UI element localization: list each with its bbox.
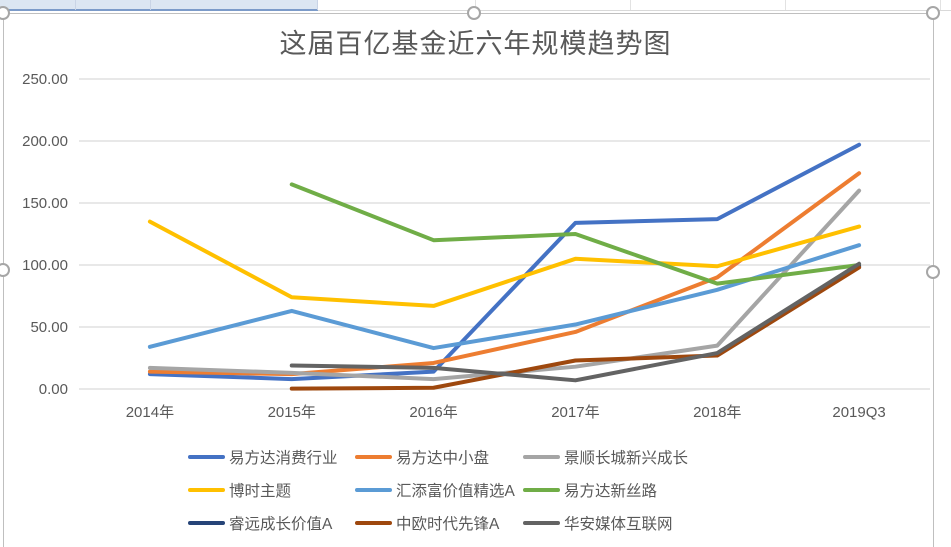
legend-label: 易方达新丝路: [564, 482, 658, 500]
x-axis-label: 2017年: [551, 404, 599, 421]
legend-label: 汇添富价值精选A: [396, 482, 515, 500]
x-axis-label: 2016年: [409, 404, 457, 421]
legend-line-swatch: [188, 520, 225, 525]
series-line-0: [147, 142, 862, 382]
series-line-7: [289, 265, 862, 391]
cell-border: [785, 0, 786, 10]
legend-item-6[interactable]: 睿远成长价值A: [188, 512, 355, 533]
y-axis-label: 250.00: [22, 71, 68, 88]
legend-item-5[interactable]: 易方达新丝路: [523, 479, 773, 500]
legend-label: 易方达中小盘: [396, 449, 490, 467]
selection-handle-top-center[interactable]: [467, 6, 481, 20]
legend-line-swatch: [188, 454, 225, 459]
selected-cell-range[interactable]: [0, 0, 318, 11]
legend-item-8[interactable]: 华安媒体互联网: [523, 512, 773, 533]
cell-border: [630, 0, 631, 10]
legend-label: 中欧时代先锋A: [396, 515, 500, 533]
x-axis-label: 2018年: [693, 404, 741, 421]
legend-line-swatch: [523, 454, 560, 459]
x-axis-label: 2019Q3: [832, 404, 885, 421]
legend-line-swatch: [188, 487, 225, 492]
legend-label: 景顺长城新兴成长: [564, 449, 689, 467]
legend-label: 博时主题: [229, 482, 292, 500]
y-axis-label: 0.00: [39, 381, 68, 398]
selection-handle-top-left[interactable]: [0, 6, 10, 20]
selection-handle-left-middle[interactable]: [0, 263, 10, 277]
chart-title: 这届百亿基金近六年规模趋势图: [279, 29, 672, 59]
cell-border: [75, 0, 76, 10]
series-line-5: [289, 182, 862, 286]
y-axis-label: 200.00: [22, 133, 68, 150]
selection-handle-right-middle[interactable]: [926, 265, 940, 279]
legend-label: 易方达消费行业: [229, 449, 338, 467]
chart-object-border-right: [933, 13, 934, 547]
y-axis-label: 100.00: [22, 257, 68, 274]
legend-line-swatch: [355, 454, 392, 459]
legend-item-2[interactable]: 景顺长城新兴成长: [523, 446, 773, 467]
chart-object-border-left: [3, 13, 4, 547]
cell-border: [317, 0, 318, 10]
legend-item-7[interactable]: 中欧时代先锋A: [355, 512, 523, 533]
legend-item-1[interactable]: 易方达中小盘: [355, 446, 523, 467]
legend-item-3[interactable]: 博时主题: [188, 479, 355, 500]
legend-label: 睿远成长价值A: [229, 515, 333, 533]
legend-item-0[interactable]: 易方达消费行业: [188, 446, 355, 467]
series-line-8: [289, 261, 862, 383]
legend-line-swatch: [523, 487, 560, 492]
cell-border: [150, 0, 151, 10]
legend-label: 华安媒体互联网: [564, 515, 673, 533]
y-axis-label: 150.00: [22, 195, 68, 212]
legend-item-4[interactable]: 汇添富价值精选A: [355, 479, 523, 500]
x-axis-label: 2015年: [268, 404, 316, 421]
chart-legend: 易方达消费行业 易方达中小盘 景顺长城新兴成长博时主题 汇添富价值精选A 易方达新丝路睿…: [188, 446, 773, 533]
legend-line-swatch: [523, 520, 560, 525]
legend-line-swatch: [355, 520, 392, 525]
selection-handle-top-right[interactable]: [926, 6, 940, 20]
cell-border: [475, 0, 476, 10]
x-axis-label: 2014年: [126, 404, 174, 421]
legend-line-swatch: [355, 487, 392, 492]
series-line-2: [147, 188, 862, 382]
cell-border: [940, 0, 941, 10]
y-axis-label: 50.00: [30, 319, 68, 336]
series-line-3: [147, 219, 862, 308]
